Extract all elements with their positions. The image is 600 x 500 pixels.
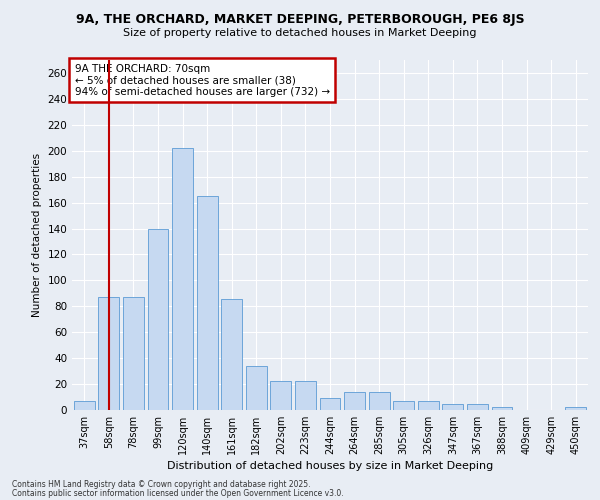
Text: 9A, THE ORCHARD, MARKET DEEPING, PETERBOROUGH, PE6 8JS: 9A, THE ORCHARD, MARKET DEEPING, PETERBO… — [76, 12, 524, 26]
Bar — [368, 392, 389, 410]
Bar — [442, 404, 463, 410]
Bar — [197, 196, 218, 410]
Bar — [393, 401, 414, 410]
X-axis label: Distribution of detached houses by size in Market Deeping: Distribution of detached houses by size … — [167, 461, 493, 471]
Text: 9A THE ORCHARD: 70sqm
← 5% of detached houses are smaller (38)
94% of semi-detac: 9A THE ORCHARD: 70sqm ← 5% of detached h… — [74, 64, 330, 96]
Bar — [320, 398, 340, 410]
Bar — [246, 366, 267, 410]
Bar — [295, 382, 316, 410]
Bar — [467, 404, 488, 410]
Bar — [565, 408, 586, 410]
Bar — [271, 382, 292, 410]
Y-axis label: Number of detached properties: Number of detached properties — [32, 153, 42, 317]
Bar — [148, 228, 169, 410]
Bar — [344, 392, 365, 410]
Bar — [221, 298, 242, 410]
Text: Size of property relative to detached houses in Market Deeping: Size of property relative to detached ho… — [123, 28, 477, 38]
Bar — [172, 148, 193, 410]
Bar — [98, 297, 119, 410]
Bar — [418, 401, 439, 410]
Bar — [491, 408, 512, 410]
Bar — [123, 297, 144, 410]
Text: Contains public sector information licensed under the Open Government Licence v3: Contains public sector information licen… — [12, 488, 344, 498]
Text: Contains HM Land Registry data © Crown copyright and database right 2025.: Contains HM Land Registry data © Crown c… — [12, 480, 311, 489]
Bar — [74, 401, 95, 410]
